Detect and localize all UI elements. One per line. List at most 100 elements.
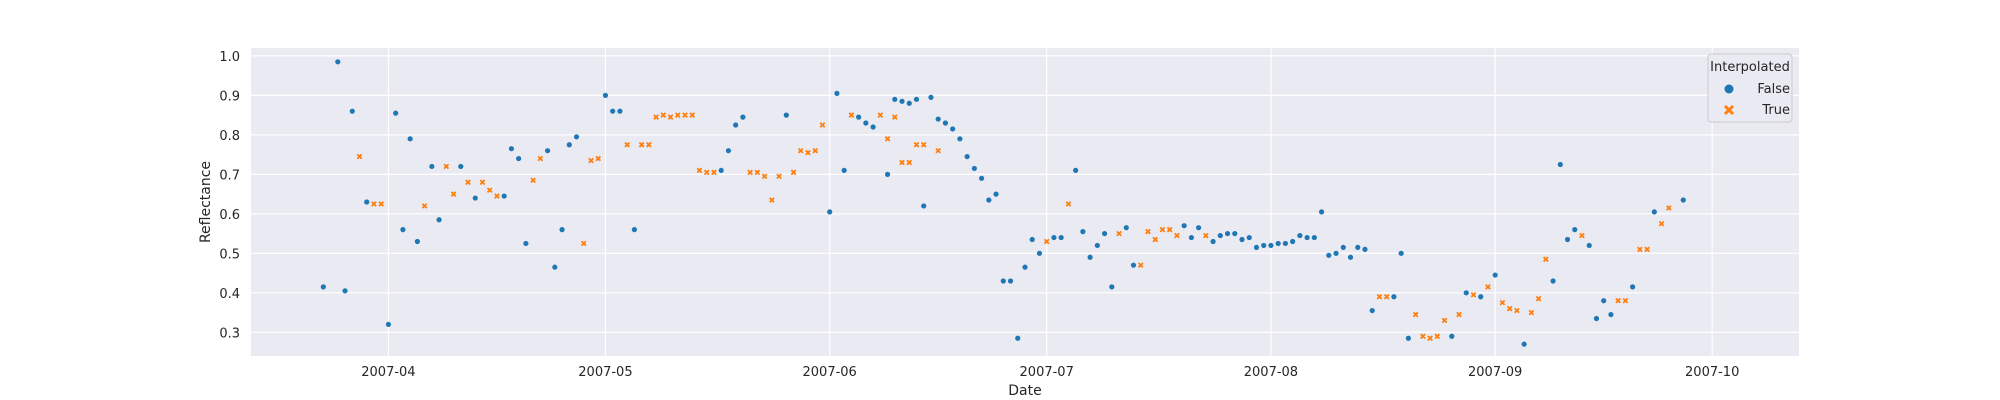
data-point-true [754, 169, 761, 176]
data-point-true [1383, 293, 1390, 300]
data-point-true [486, 187, 493, 193]
data-point-false [1297, 232, 1303, 239]
data-point-false [978, 175, 985, 181]
data-point-false [1073, 167, 1079, 174]
data-point-true [421, 203, 428, 209]
data-point-false [1564, 236, 1571, 243]
data-point-false [1275, 240, 1281, 247]
data-point-false [1109, 284, 1115, 290]
data-point-false [913, 96, 920, 102]
data-point-false [610, 108, 616, 114]
data-point-false [1478, 294, 1484, 300]
y-axis-label: Reflectance [198, 161, 214, 243]
data-point-true [790, 169, 797, 176]
data-point-true [660, 112, 667, 118]
data-point-false [516, 155, 522, 162]
y-tick-label: 0.7 [219, 168, 240, 183]
data-point-true [1637, 246, 1643, 253]
data-point-true [1665, 205, 1672, 211]
data-point-true [450, 191, 457, 197]
data-point-true [1579, 232, 1585, 239]
data-point-true [1152, 236, 1159, 243]
data-point-true [913, 141, 920, 148]
data-point-false [1130, 262, 1137, 268]
data-point-false [1355, 244, 1361, 251]
data-point-false [501, 193, 507, 199]
data-point-false [1007, 278, 1014, 284]
data-point-true [465, 179, 471, 186]
series-false-points [320, 59, 1686, 347]
data-point-false [1224, 230, 1231, 237]
data-point-false [472, 195, 478, 201]
legend-label-false: False [1757, 82, 1790, 97]
data-point-false [921, 203, 927, 209]
data-point-false [1318, 209, 1325, 215]
data-point-false [942, 120, 949, 126]
data-point-true [1145, 228, 1151, 235]
data-point-true [356, 153, 363, 160]
data-point-true [1137, 262, 1144, 269]
data-point-true [877, 112, 884, 118]
data-point-false [1340, 244, 1346, 251]
data-point-false [1572, 227, 1578, 233]
data-point-true [1514, 307, 1520, 314]
data-point-false [884, 171, 891, 177]
data-point-true [1535, 295, 1542, 302]
data-point-false [436, 217, 442, 223]
data-point-false [1058, 234, 1064, 241]
data-point-false [834, 90, 840, 97]
data-point-false [1101, 230, 1108, 237]
data-point-true [682, 112, 688, 118]
data-point-true [1376, 293, 1383, 300]
data-point-false [335, 59, 341, 65]
data-point-true [696, 167, 703, 174]
data-point-false [1449, 333, 1455, 339]
y-tick-label: 1.0 [219, 50, 240, 65]
y-tick-label: 0.8 [219, 129, 240, 144]
data-point-true [580, 240, 587, 247]
data-point-false [364, 199, 370, 205]
data-point-true [1412, 311, 1419, 318]
y-tick-label: 0.5 [219, 247, 240, 262]
data-point-false [1601, 298, 1607, 304]
data-point-true [1658, 220, 1665, 227]
data-point-false [783, 112, 789, 118]
data-point-true [711, 169, 717, 176]
data-point-false [508, 146, 515, 152]
x-axis-ticks: 2007-04 2007-05 2007-06 2007-07 2007-08 2007-… [361, 365, 1739, 380]
data-point-true [906, 159, 913, 166]
data-point-false [1217, 232, 1223, 239]
data-point-false [1022, 264, 1028, 270]
data-point-true [761, 173, 768, 180]
data-point-true [1166, 226, 1173, 233]
data-point-false [400, 227, 406, 233]
plot-area [251, 48, 1799, 356]
data-point-false [1391, 294, 1397, 300]
data-point-true [848, 112, 855, 118]
legend-marker-true [1723, 104, 1735, 116]
data-point-false [342, 288, 348, 294]
data-point-false [957, 136, 963, 142]
data-point-false [1123, 225, 1129, 231]
data-point-false [1492, 272, 1498, 278]
data-point-true [1427, 335, 1433, 342]
data-point-true [638, 141, 645, 148]
data-point-true [1499, 299, 1506, 306]
data-point-false [414, 238, 420, 245]
data-point-false [1521, 341, 1527, 347]
data-point-true [624, 141, 630, 148]
data-point-false [827, 209, 833, 215]
data-point-false [986, 197, 992, 203]
data-point-true [1622, 297, 1629, 304]
data-point-false [1630, 284, 1636, 290]
data-point-false [1290, 238, 1296, 245]
series-true-points [356, 112, 1672, 342]
x-axis-label: Date [1008, 383, 1041, 399]
data-point-true [1470, 291, 1477, 298]
data-point-true [595, 155, 602, 162]
data-point-true [703, 169, 710, 176]
data-point-true [1441, 317, 1448, 324]
data-point-false [1405, 335, 1411, 341]
data-point-true [1615, 297, 1621, 304]
data-point-true [667, 114, 674, 120]
